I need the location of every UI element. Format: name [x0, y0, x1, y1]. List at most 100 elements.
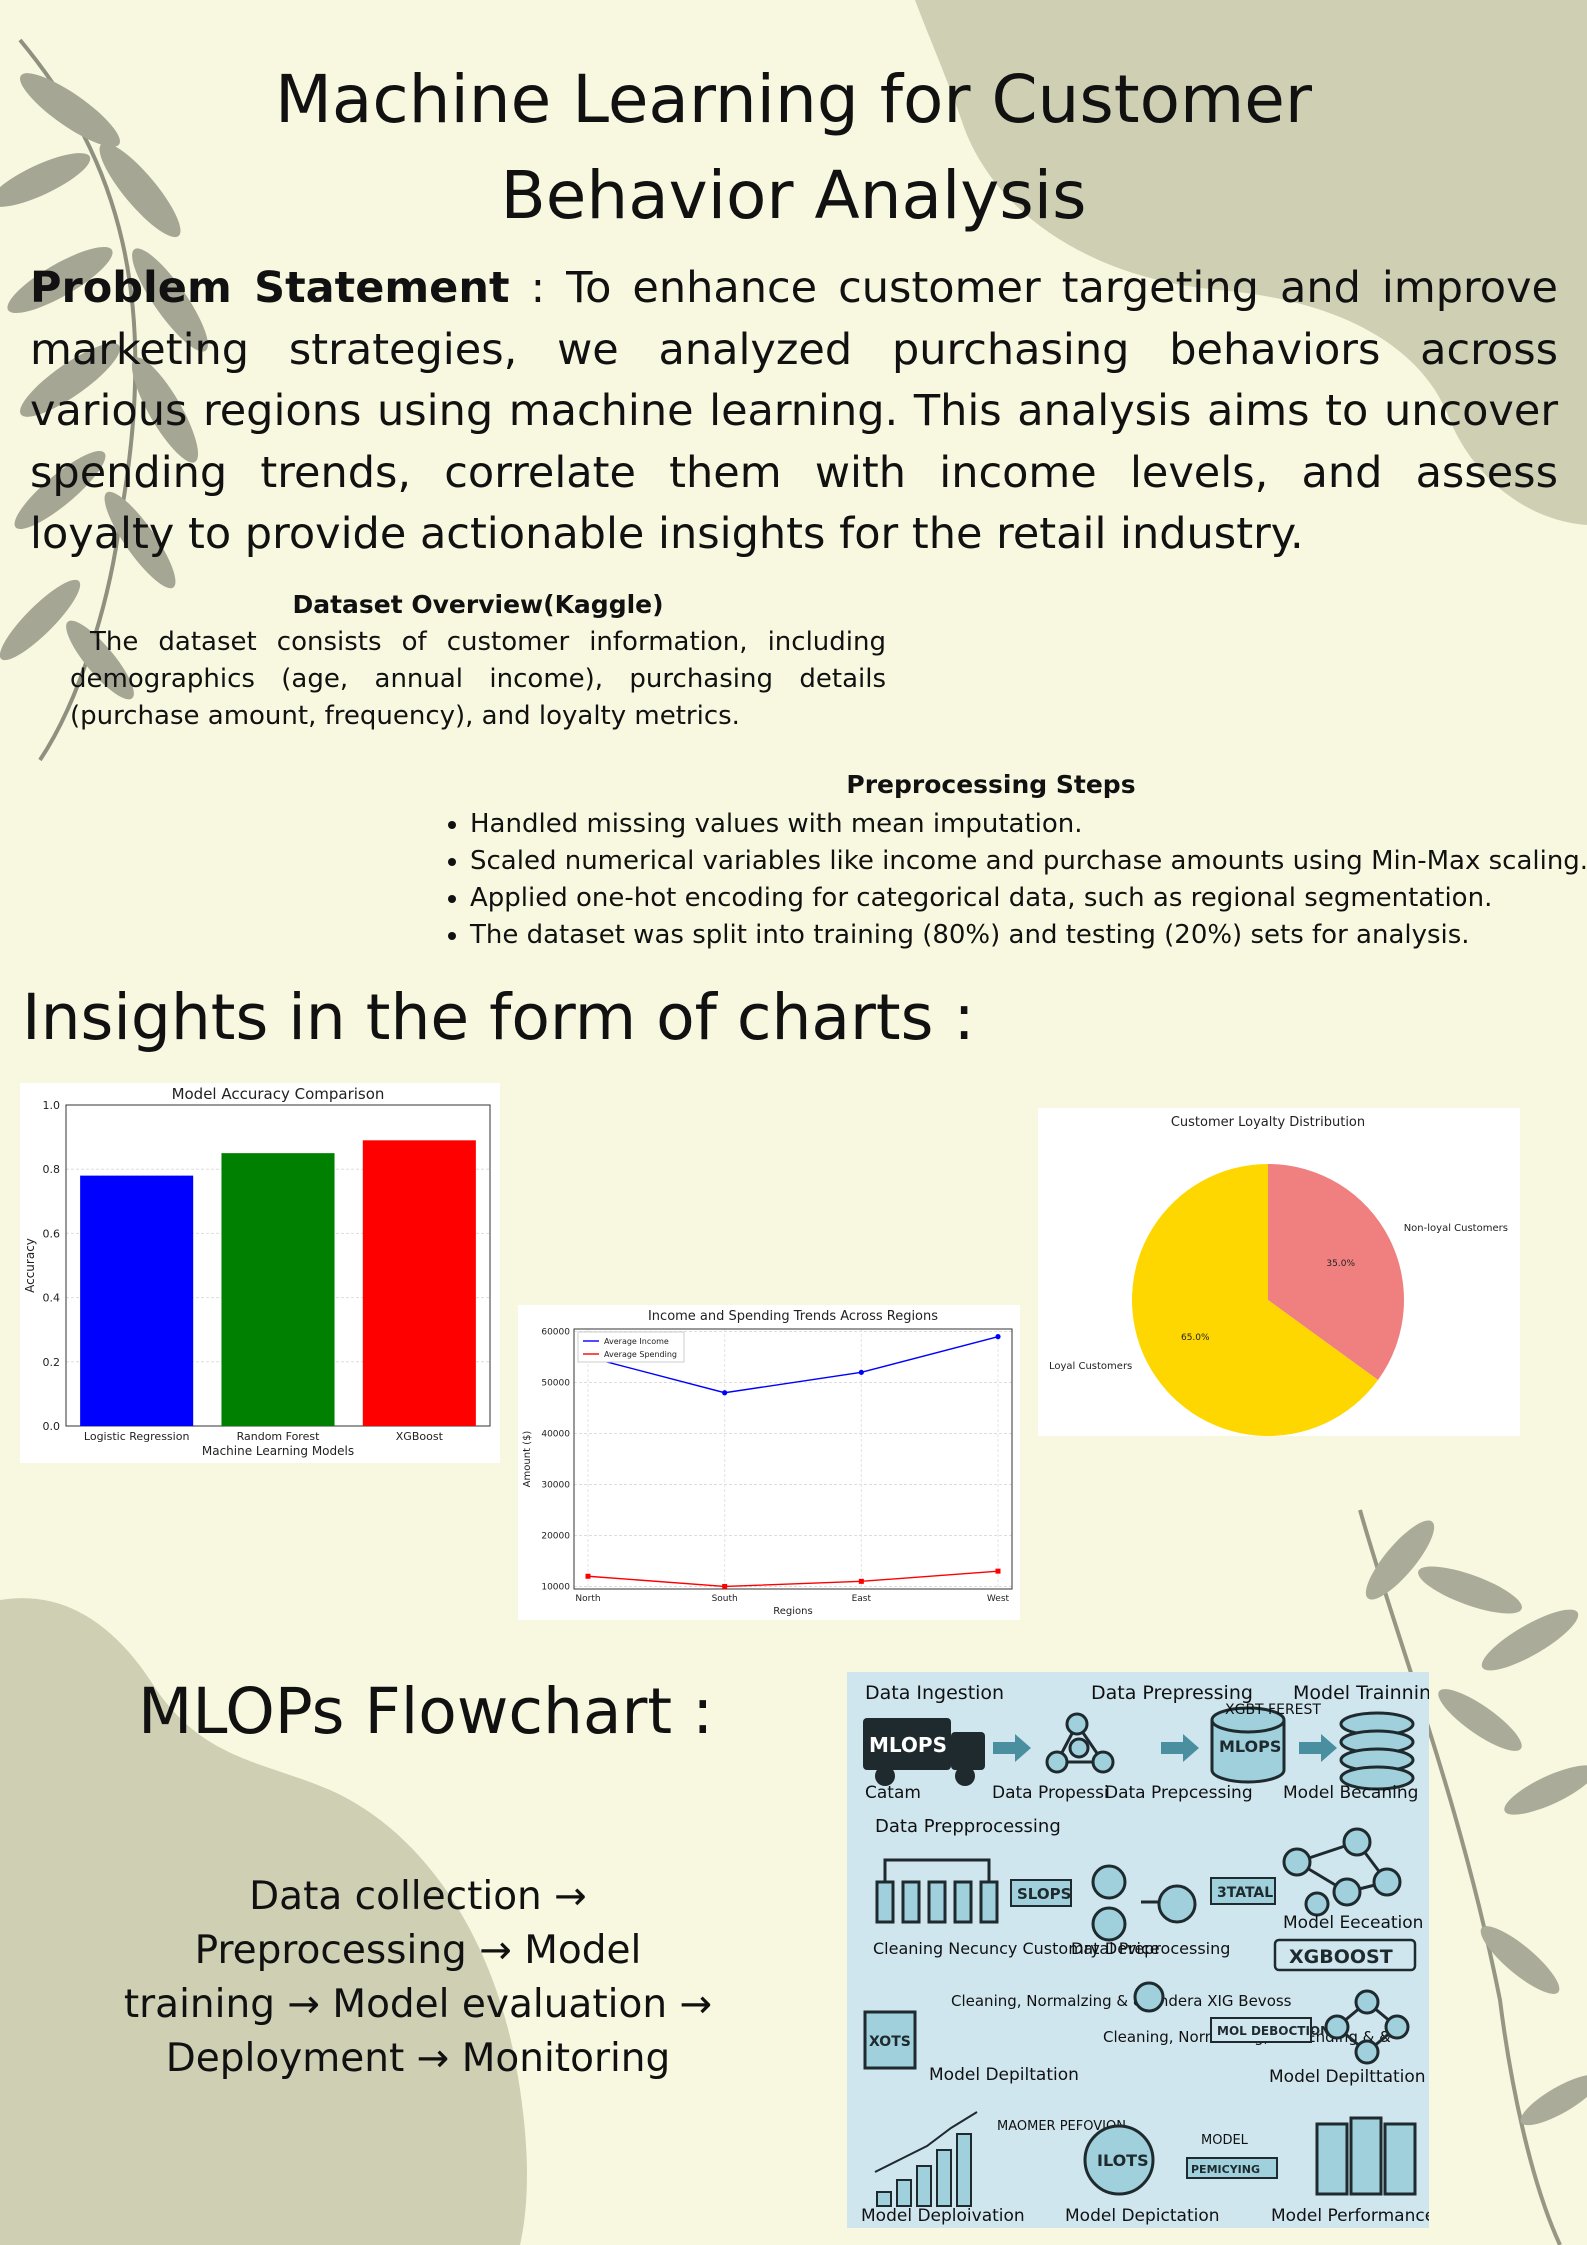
data-point [722, 1390, 728, 1396]
list-item: Applied one-hot encoding for categorical… [470, 880, 1587, 917]
data-point [858, 1369, 864, 1375]
pipeline-icon [875, 1858, 999, 1924]
bar [362, 1140, 476, 1426]
svg-text:Model Deploivation: Model Deploivation [861, 2206, 1025, 2226]
svg-text:Model Becaning: Model Becaning [1283, 1783, 1418, 1803]
loyalty-pie-chart: Customer Loyalty Distribution 35.0% Non-lo… [1038, 1108, 1520, 1436]
legend-box [577, 1331, 685, 1363]
y-tick-label: 10000 [541, 1582, 570, 1592]
y-axis-label: Accuracy [23, 1238, 37, 1293]
svg-text:Catam: Catam [865, 1783, 921, 1803]
network-icon [1324, 1989, 1410, 2065]
list-item: The dataset was split into training (80%… [470, 917, 1587, 954]
slice-label: Non-loyal Customers [1404, 1223, 1508, 1234]
x-axis-label: Regions [773, 1606, 812, 1617]
y-tick-label: 40000 [541, 1430, 570, 1440]
preprocessing-heading: Preprocessing Steps [846, 770, 1136, 799]
y-axis-label: Amount ($) [522, 1431, 533, 1488]
svg-text:Model Performance: Model Performance [1271, 2206, 1429, 2226]
svg-text:Model Depiltation: Model Depiltation [929, 2065, 1079, 2085]
mlops-database-icon: MLOPS [1210, 1706, 1286, 1784]
svg-text:3TATAL: 3TATAL [1217, 1885, 1273, 1901]
svg-text:Model Depictation: Model Depictation [1065, 2206, 1220, 2226]
insights-heading: Insights in the form of charts : [22, 981, 975, 1054]
y-tick-label: 60000 [541, 1328, 570, 1338]
slice-label: Loyal Customers [1049, 1361, 1132, 1372]
server-rack-icon [1315, 2116, 1417, 2196]
bar [221, 1153, 335, 1426]
svg-text:ILOTS: ILOTS [1097, 2151, 1149, 2170]
y-tick-label: 0.8 [43, 1163, 61, 1176]
list-item: Scaled numerical variables like income a… [470, 843, 1587, 880]
series-line [587, 1570, 999, 1588]
data-point [995, 1334, 1001, 1340]
title-line-2: Behavior Analysis [500, 157, 1087, 234]
y-tick-label: 20000 [541, 1531, 570, 1541]
x-tick-label: Logistic Regression [84, 1430, 190, 1443]
gear-icon [1083, 2124, 1155, 2196]
income-spending-line-chart: Income and Spending Trends Across Region… [518, 1305, 1020, 1620]
gear-icon [1133, 1981, 1165, 2013]
svg-text:MLOPS: MLOPS [869, 1733, 947, 1757]
preprocessing-list: Handled missing values with mean imputat… [438, 806, 1587, 954]
slice-percent-label: 65.0% [1181, 1333, 1210, 1343]
y-tick-label: 0.2 [43, 1356, 61, 1369]
x-tick-label: South [712, 1594, 738, 1604]
x-tick-label: XGBoost [396, 1430, 444, 1443]
svg-text:Model Depilttation: Model Depilttation [1269, 2067, 1426, 2087]
legend-entry: Average Spending [604, 1350, 677, 1359]
y-tick-label: 30000 [541, 1480, 570, 1490]
title-line-1: Machine Learning for Customer [274, 61, 1313, 138]
img-label: Model Trainning [1293, 1682, 1429, 1704]
img-label: Data Prepressing [1091, 1682, 1253, 1704]
bar-chart-icon [874, 2111, 978, 2207]
flow-description: Data collection → Preprocessing → Model … [123, 1874, 713, 2081]
svg-text:XOTS: XOTS [869, 2034, 911, 2050]
svg-text:MOL DEBOCTION: MOL DEBOCTION [1217, 2024, 1330, 2038]
svg-text:XGBOOST: XGBOOST [1289, 1946, 1393, 1968]
y-tick-label: 50000 [541, 1379, 570, 1389]
dataset-heading: Dataset Overview(Kaggle) [292, 590, 664, 619]
svg-text:Cleaning Necuncy Customry Devi: Cleaning Necuncy Customry Device [873, 1939, 1160, 1958]
plot-frame [573, 1328, 1013, 1590]
truck-icon: MLOPS [863, 1718, 985, 1786]
list-item: Handled missing values with mean imputat… [470, 806, 1587, 843]
svg-text:Datal Preprocessing: Datal Preprocessing [1071, 1939, 1230, 1958]
bar [80, 1175, 194, 1426]
y-tick-label: 1.0 [43, 1099, 61, 1112]
x-tick-label: Random Forest [237, 1430, 320, 1443]
y-tick-label: 0.0 [43, 1420, 61, 1433]
svg-text:MAOMER PEFOVION: MAOMER PEFOVION [997, 2119, 1126, 2134]
slice-percent-label: 35.0% [1326, 1259, 1355, 1269]
server-stack-icon [1339, 1711, 1415, 1791]
svg-text:SLOPS: SLOPS [1017, 1885, 1071, 1903]
problem-label: Problem Statement [30, 263, 510, 313]
svg-text:MODEL: MODEL [1201, 2133, 1249, 2148]
arrow-icon [993, 1734, 1337, 1762]
chart-title: Customer Loyalty Distribution [1171, 1115, 1365, 1130]
network-icon [1045, 1712, 1115, 1774]
accuracy-bar-chart: Model Accuracy Comparison 0.0 0.2 0.4 0.6 0.8… [20, 1083, 500, 1463]
network-icon [1282, 1827, 1402, 1917]
mlops-flowchart-image: Data Ingestion Data Prepressing Model Tr… [847, 1672, 1429, 2228]
leaf-spray-top-left [0, 38, 208, 762]
data-point [722, 1583, 728, 1589]
top-right-blob [915, 0, 1587, 525]
series-line [587, 1335, 999, 1394]
x-axis-label: Machine Learning Models [202, 1444, 354, 1458]
img-label: XGBT FEREST [1225, 1702, 1321, 1718]
page-title: Machine Learning for Customer Behavior A… [0, 52, 1587, 244]
data-point [858, 1578, 864, 1584]
x-tick-label: North [575, 1594, 600, 1604]
chart-title: Model Accuracy Comparison [172, 1085, 385, 1103]
data-point [995, 1568, 1001, 1574]
svg-text:PEMICYING: PEMICYING [1191, 2163, 1260, 2176]
pie-slice [1268, 1164, 1404, 1380]
gear-icon [1091, 1864, 1197, 1942]
svg-text:Data Propessi: Data Propessi [992, 1783, 1109, 1803]
problem-statement: Problem Statement : To enhance customer … [30, 258, 1558, 566]
svg-text:Cleaning, Normalzing & & Ender: Cleaning, Normalzing & & Endera XIG Bevo… [951, 1992, 1292, 2010]
y-tick-label: 0.6 [43, 1227, 61, 1240]
x-tick-label: East [852, 1594, 872, 1604]
